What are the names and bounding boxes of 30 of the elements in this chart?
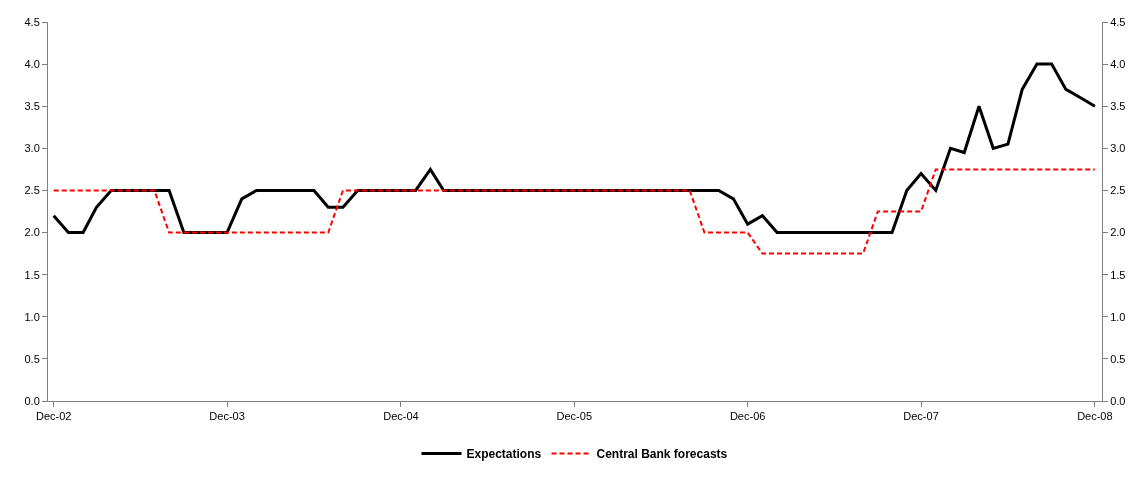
y2-tick-label: 4.5	[1110, 15, 1126, 28]
y-tick-label: 4.5	[24, 15, 40, 28]
line-series	[52, 168, 1096, 255]
y-tick-label: 0.5	[24, 352, 40, 365]
x-tick-label: Dec-02	[35, 410, 72, 423]
y-tick-label: 1.0	[24, 310, 40, 323]
x-tick-label: Dec-06	[729, 410, 766, 423]
legend-label: Expectations	[466, 447, 542, 462]
y2-tick-label: 1.0	[1110, 310, 1126, 323]
x-tick-label: Dec-04	[383, 410, 419, 423]
y2-tick-label: 3.5	[1110, 100, 1126, 113]
y2-tick-label: 1.5	[1110, 268, 1126, 281]
y-tick-label: 4.0	[24, 57, 40, 70]
y2-tick-label: 0.0	[1110, 394, 1126, 407]
y-tick-label: 3.5	[24, 100, 40, 113]
y-tick-label: 2.5	[24, 184, 40, 197]
y2-tick-label: 3.0	[1110, 142, 1126, 155]
x-tick-label: Dec-03	[209, 410, 245, 423]
y2-tick-label: 2.5	[1110, 184, 1126, 197]
x-tick-label: Dec-08	[1077, 410, 1113, 423]
y2-tick-label: 4.0	[1110, 57, 1126, 70]
y-tick-label: 0.0	[24, 394, 40, 407]
y2-tick-label: 0.5	[1110, 352, 1126, 365]
y-tick-label: 3.0	[24, 142, 40, 155]
x-tick-label: Dec-05	[556, 410, 593, 423]
legend-label: Central Bank forecasts	[596, 447, 728, 462]
y-tick-label: 2.0	[24, 226, 40, 239]
y2-tick-label: 2.0	[1110, 226, 1126, 239]
y-tick-label: 1.5	[24, 268, 40, 281]
x-tick-label: Dec-07	[903, 410, 939, 423]
